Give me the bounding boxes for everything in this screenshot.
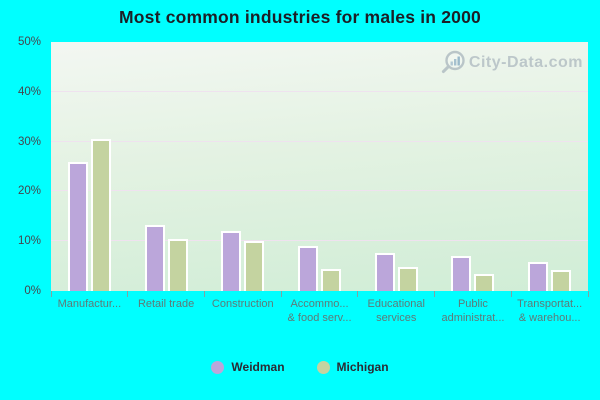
- x-label-educational-services: Educational services: [358, 297, 435, 325]
- x-label-line: & warehou...: [518, 312, 581, 324]
- chart-title: Most common industries for males in 2000: [119, 7, 481, 27]
- legend-item-weidman: Weidman: [211, 360, 285, 374]
- gridline-40: [51, 90, 588, 92]
- bar-weidman-accommodation-food-services: [297, 246, 318, 291]
- x-axis-tick: [127, 291, 129, 297]
- bar-group-transportation-warehousing: [511, 42, 588, 291]
- x-label-line: Educational: [367, 298, 425, 310]
- x-label-retail-trade: Retail trade: [128, 297, 205, 325]
- weidman-swatch: [211, 360, 225, 374]
- x-axis-ticks: [50, 291, 589, 297]
- bar-weidman-retail-trade: [144, 225, 165, 291]
- bar-group-retail-trade: [128, 42, 205, 291]
- bar-michigan-transportation-warehousing: [551, 270, 572, 291]
- bar-michigan-educational-services: [397, 266, 418, 291]
- x-axis-tick: [50, 291, 52, 297]
- x-axis-tick: [280, 291, 282, 297]
- bar-weidman-construction: [221, 230, 242, 291]
- x-axis-tick: [203, 291, 205, 297]
- y-axis: 0% 10% 20% 30% 40% 50%: [0, 36, 45, 297]
- bar-group-public-administration: [435, 42, 512, 291]
- gridline-30: [51, 140, 588, 142]
- legend-label-weidman: Weidman: [231, 360, 285, 374]
- x-label-accommodation-food-services: Accommo... & food serv...: [281, 297, 358, 325]
- legend-label-michigan: Michigan: [336, 360, 389, 374]
- bar-weidman-transportation-warehousing: [528, 262, 549, 291]
- y-tick-label-10: 10%: [17, 235, 41, 248]
- bar-weidman-public-administration: [451, 255, 472, 291]
- bar-michigan-manufacturing: [90, 139, 111, 291]
- bar-michigan-construction: [244, 240, 265, 291]
- x-label-line: & food serv...: [287, 312, 352, 324]
- bar-weidman-manufacturing: [67, 161, 88, 291]
- x-label-line: Construction: [211, 298, 274, 310]
- x-label-line: Manufactur...: [57, 298, 122, 310]
- michigan-swatch: [316, 360, 330, 374]
- bar-group-accommodation-food-services: [281, 42, 358, 291]
- x-label-construction: Construction: [204, 297, 281, 325]
- legend-item-michigan: Michigan: [316, 360, 389, 374]
- bar-michigan-public-administration: [474, 274, 495, 291]
- y-tick-label-50: 50%: [17, 36, 41, 48]
- bar-group-educational-services: [358, 42, 435, 291]
- x-label-line: Accommo...: [290, 298, 349, 310]
- x-axis-tick: [357, 291, 359, 297]
- y-tick-label-40: 40%: [17, 85, 41, 98]
- watermark-text: City-Data.com: [468, 53, 583, 71]
- gridline-10: [51, 240, 588, 242]
- x-label-transportation-warehousing: Transportat... & warehou...: [511, 297, 588, 325]
- x-label-manufacturing: Manufactur...: [51, 297, 128, 325]
- y-tick-label-0: 0%: [24, 285, 41, 297]
- x-axis-tick: [434, 291, 436, 297]
- bar-group-manufacturing: [51, 42, 128, 291]
- bar-michigan-accommodation-food-services: [320, 268, 341, 291]
- x-axis-labels: Manufactur... Retail trade Construction Acc…: [51, 297, 588, 325]
- x-label-line: Public: [457, 298, 488, 310]
- x-label-line: services: [376, 312, 417, 324]
- x-label-line: Transportat...: [517, 298, 583, 310]
- x-axis-tick: [510, 291, 512, 297]
- y-tick-label-20: 20%: [17, 185, 41, 198]
- plot-area: City-Data.com: [51, 42, 588, 291]
- city-data-logo-icon: [441, 50, 465, 74]
- x-label-line: Retail trade: [137, 298, 195, 310]
- watermark: City-Data.com: [440, 49, 583, 76]
- gridline-20: [51, 190, 588, 192]
- bar-michigan-retail-trade: [167, 238, 188, 291]
- x-label-public-administration: Public administrat...: [435, 297, 512, 325]
- bar-weidman-educational-services: [374, 253, 395, 291]
- bar-group-construction: [204, 42, 281, 291]
- x-label-line: administrat...: [441, 312, 505, 324]
- y-tick-label-30: 30%: [17, 135, 41, 148]
- legend: Weidman Michigan: [0, 360, 600, 374]
- x-axis-tick: [587, 291, 589, 297]
